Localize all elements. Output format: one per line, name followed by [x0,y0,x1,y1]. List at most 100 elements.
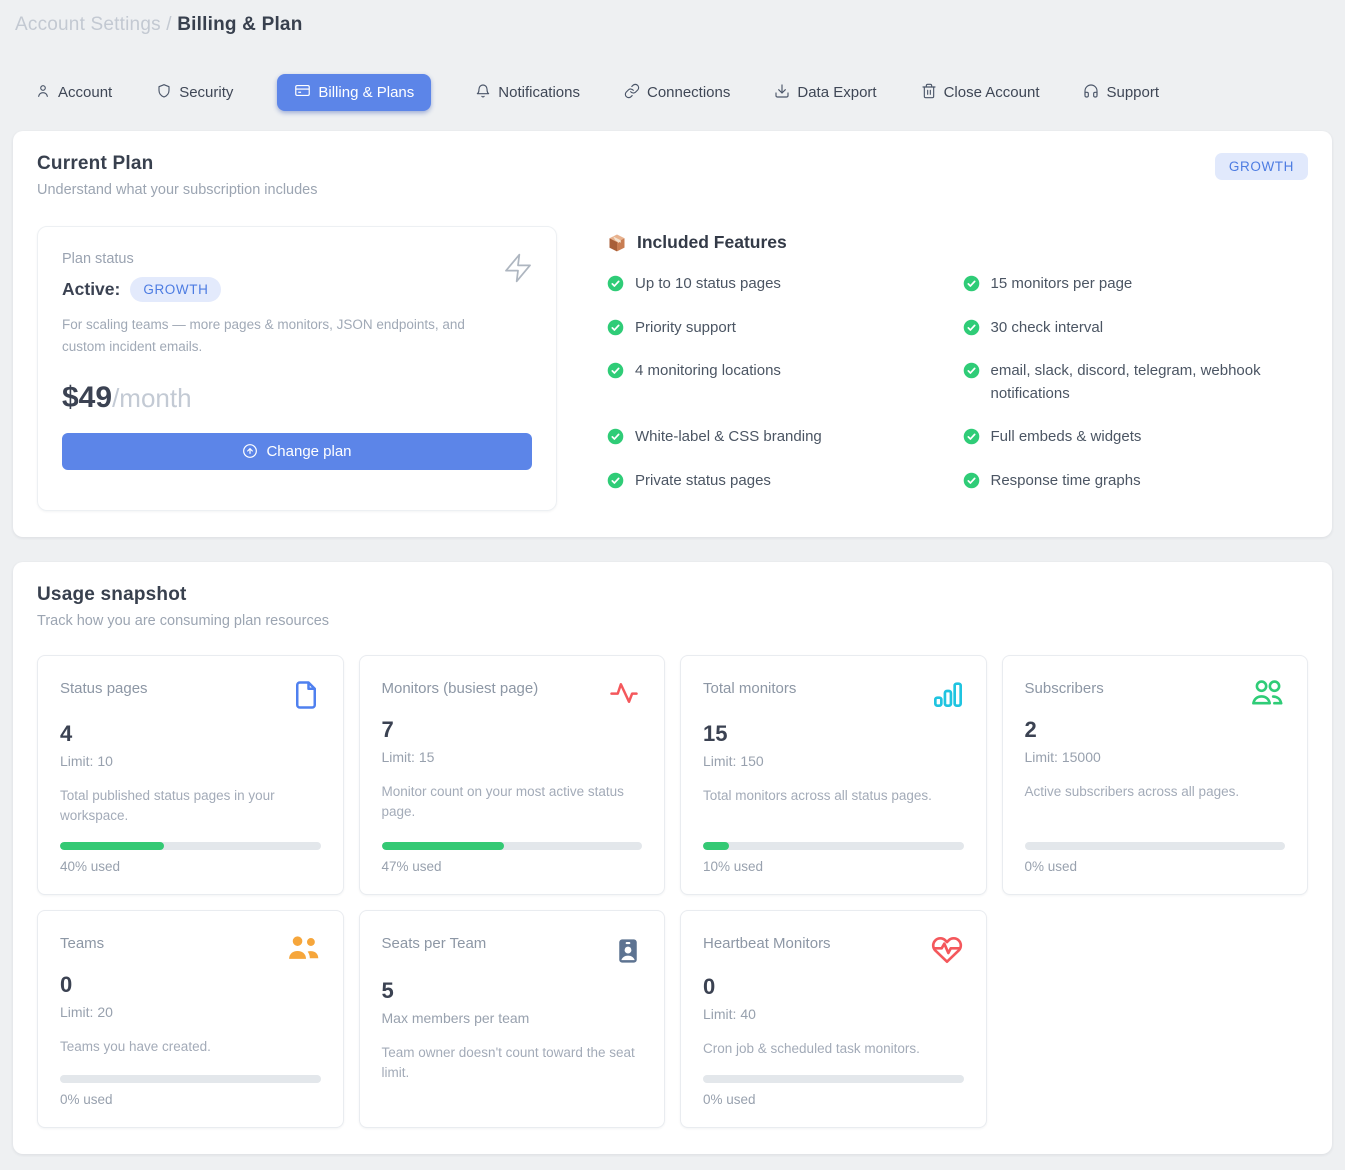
check-circle-icon [963,275,979,292]
activity-icon [606,678,642,713]
usage-grid: Status pages 4 Limit: 10 Total published… [37,654,1308,1129]
feature-item: Up to 10 status pages [607,273,937,296]
usage-description: Total published status pages in your wor… [60,787,275,823]
usage-percent-label: 0% used [703,1092,756,1108]
change-plan-label: Change plan [266,442,352,460]
usage-label: Heartbeat Monitors [703,935,831,953]
check-circle-icon [963,319,979,335]
tab-support[interactable]: Support [1083,75,1159,111]
usage-card-monitors-busiest: Monitors (busiest page) 7 Limit: 15 Moni… [358,654,665,896]
usage-label: Status pages [60,679,148,697]
progress-bar [1024,842,1285,851]
change-plan-button[interactable]: Change plan [62,432,532,470]
users-filled-icon [285,933,321,968]
shield-icon [156,83,172,103]
usage-label: Subscribers [1024,679,1104,697]
check-circle-icon [963,472,979,488]
usage-title: Usage snapshot [37,583,187,605]
progress-bar [381,842,642,851]
feature-grid: Up to 10 status pages 15 monitors per pa… [607,273,1308,492]
usage-limit: Limit: 10 [60,752,113,769]
tab-billing-plans[interactable]: Billing & Plans [277,74,432,111]
package-icon [607,233,627,253]
feature-item: Priority support [607,317,937,340]
plan-state: Active: [62,279,121,299]
id-badge-icon [614,933,642,974]
feature-item: 15 monitors per page [963,273,1293,296]
tab-label: Data Export [797,84,877,101]
check-circle-icon [963,428,979,445]
usage-percent-label: 10% used [703,859,764,875]
feature-item: Response time graphs [963,470,1293,493]
tab-label: Connections [646,84,731,101]
usage-subtitle: Track how you are consuming plan resourc… [37,612,330,629]
arrow-up-circle-icon [242,443,258,459]
file-icon [291,678,321,717]
usage-value: 2 [1024,716,1037,742]
usage-percent-label: 47% used [381,859,442,875]
usage-description: Teams you have created. [60,1039,211,1055]
download-icon [774,83,790,103]
usage-limit: Limit: 150 [703,752,764,769]
feature-item: White-label & CSS branding [607,426,937,449]
usage-description: Total monitors across all status pages. [703,787,932,803]
usage-description: Team owner doesn't count toward the seat… [381,1045,635,1081]
breadcrumb-separator: / [166,14,172,35]
usage-limit: Limit: 40 [703,1006,756,1023]
usage-label: Seats per Team [381,935,487,953]
progress-bar [703,1075,964,1084]
usage-limit: Limit: 15000 [1024,748,1101,765]
usage-description: Monitor count on your most active status… [381,783,624,819]
tab-label: Account [58,84,113,101]
usage-value: 0 [703,974,716,1000]
feature-item: 4 monitoring locations [607,360,937,383]
tab-label: Close Account [943,84,1040,101]
credit-card-icon [294,82,311,103]
plan-tier-badge: GROWTH [1214,153,1308,180]
usage-card-heartbeat-monitors: Heartbeat Monitors 0 Limit: 40 Cron job … [680,910,987,1129]
usage-description: Active subscribers across all pages. [1024,783,1240,799]
person-icon [35,83,51,103]
plan-price: $49 [62,380,113,414]
usage-card-subscribers: Subscribers 2 Limit: 15000 Active subscr… [1001,654,1308,896]
usage-label: Teams [60,935,105,953]
page-title: Billing & Plan [177,14,303,35]
features-heading: Included Features [637,232,787,252]
headset-icon [1083,83,1099,103]
feature-item: Full embeds & widgets [963,426,1293,449]
usage-value: 15 [703,720,728,746]
tab-close-account[interactable]: Close Account [921,75,1040,111]
breadcrumb-section[interactable]: Account Settings [15,14,161,35]
usage-percent-label: 0% used [1024,859,1078,875]
usage-limit: Max members per team [381,1010,530,1027]
usage-value: 7 [381,716,394,742]
usage-description: Cron job & scheduled task monitors. [703,1041,920,1057]
check-circle-icon [607,472,624,488]
usage-value: 4 [60,720,73,746]
usage-card-teams: Teams 0 Limit: 20 Teams you have created… [37,910,344,1129]
check-circle-icon [963,362,979,379]
tab-notifications[interactable]: Notifications [475,75,580,111]
feature-item: email, slack, discord, telegram, webhook… [963,360,1293,405]
tab-account[interactable]: Account [35,75,112,111]
plan-status-label: Plan status [62,251,134,267]
tab-label: Billing & Plans [318,84,415,101]
tab-connections[interactable]: Connections [624,75,730,111]
usage-snapshot-card: Usage snapshot Track how you are consumi… [13,561,1332,1155]
usage-value: 0 [60,972,73,998]
usage-percent-label: 40% used [60,859,121,875]
usage-value: 5 [381,978,394,1004]
check-circle-icon [607,362,624,379]
tab-label: Support [1106,84,1160,101]
check-circle-icon [607,428,624,445]
included-features: Included Features Up to 10 status pages … [607,226,1308,511]
heart-pulse-icon [930,933,964,970]
tab-label: Notifications [498,84,580,101]
bell-icon [475,83,491,103]
progress-bar [703,842,964,851]
tab-security[interactable]: Security [156,75,233,111]
usage-limit: Limit: 20 [60,1004,113,1021]
tab-data-export[interactable]: Data Export [774,75,877,111]
usage-card-total-monitors: Total monitors 15 Limit: 150 Total monit… [680,654,987,896]
